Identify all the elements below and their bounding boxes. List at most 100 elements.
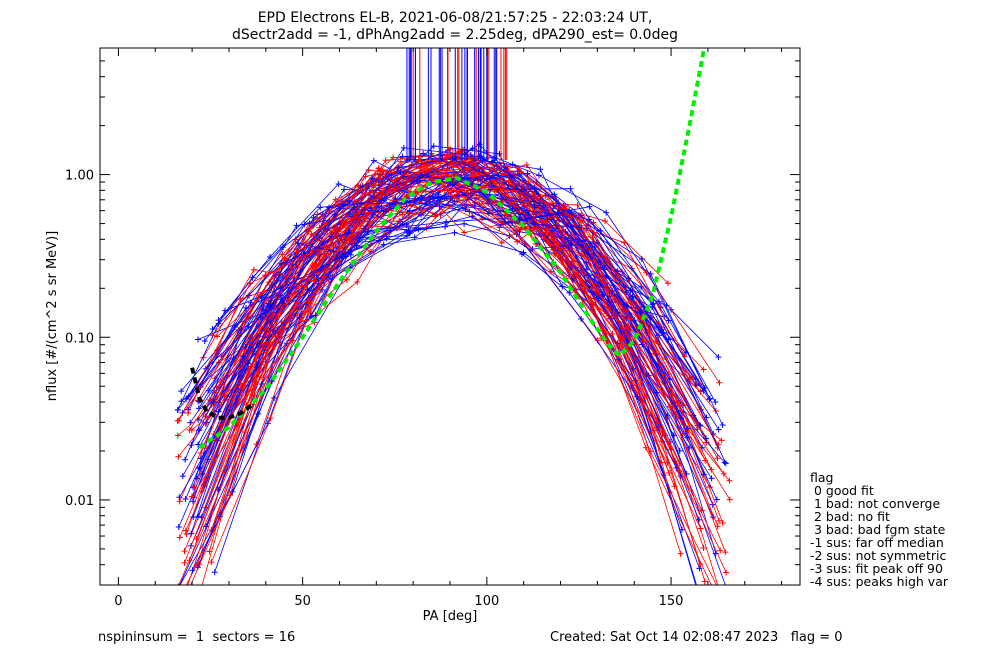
data-point [715,426,722,433]
data-point [317,204,324,211]
data-point [716,517,723,524]
data-point [720,595,726,601]
data-point [535,172,542,179]
data-point [462,165,469,172]
data-point [182,456,189,463]
data-point [715,354,722,361]
data-point [375,237,382,244]
data-point [311,261,318,268]
data-point [316,224,323,231]
data-point [559,283,566,290]
data-point [366,189,373,196]
data-point [267,415,274,422]
data-point [377,172,384,179]
data-point [277,285,284,292]
data-point [289,337,296,344]
fit-curve-green [198,48,707,450]
data-point [195,595,201,601]
data-point [712,399,719,406]
data-point [461,229,468,236]
data-point [314,250,321,257]
data-curve [196,170,704,549]
data-point [443,218,450,225]
data-point [181,559,188,566]
x-tick-label: 150 [659,594,684,609]
data-point [619,335,626,342]
y-tick-label: 1.00 [65,169,94,184]
legend-item: -3 sus: fit peak off 90 [810,561,943,576]
data-curve [218,202,671,412]
data-curve [190,177,700,534]
data-point [365,228,372,235]
data-point [177,595,183,601]
legend-item: 3 bad: bad fgm state [810,522,946,537]
data-point [696,422,703,429]
data-point [354,278,361,285]
data-point [633,294,640,301]
curves-group [174,48,733,601]
data-point [726,496,733,503]
data-curve [218,147,669,324]
data-point [583,265,590,272]
data-point [245,323,252,330]
data-point [678,526,685,533]
data-point [665,280,672,287]
data-point [326,204,333,211]
footer-left: nspininsum = 1 sectors = 16 [98,630,295,645]
data-point [561,203,568,210]
data-point [242,344,249,351]
data-point [418,211,425,218]
data-point [370,182,377,189]
data-point [182,595,188,601]
data-point [196,464,203,471]
data-point [599,291,606,298]
data-point [496,212,503,219]
data-point [211,569,218,576]
chart-title: EPD Electrons EL-B, 2021-06-08/21:57:25 … [258,10,653,26]
fit-curve-black [190,367,253,420]
data-point [435,193,442,200]
data-point [379,167,386,174]
data-point [195,405,202,412]
data-point [671,483,678,490]
data-point [719,421,726,428]
data-point [295,240,302,247]
data-point [524,170,531,177]
data-point [406,230,413,237]
data-point [204,456,211,463]
data-point [250,266,257,273]
data-point [676,468,683,475]
data-point [353,242,360,249]
data-point [678,418,685,425]
data-point [237,380,244,387]
data-point [498,239,505,246]
data-point [723,569,730,576]
data-point [406,207,413,214]
data-point [227,492,234,499]
data-point [347,251,354,258]
data-point [397,169,404,176]
data-point [185,410,192,417]
data-point [279,299,286,306]
data-point [471,203,478,210]
data-point [395,164,402,171]
data-point [181,548,188,555]
legend: flag 0 good fit 1 bad: not converge 2 ba… [810,470,949,589]
data-point [253,441,260,448]
data-point [578,316,585,323]
data-point [714,523,721,530]
legend-title: flag [810,470,833,485]
data-point [258,380,265,387]
data-point [403,199,410,206]
data-point [328,233,335,240]
data-point [576,217,583,224]
data-point [400,144,407,151]
data-layer [174,48,733,601]
data-point [444,167,451,174]
data-point [614,268,621,275]
data-point [547,268,554,275]
data-point [726,477,733,484]
data-point [496,224,503,231]
data-point [179,409,186,416]
